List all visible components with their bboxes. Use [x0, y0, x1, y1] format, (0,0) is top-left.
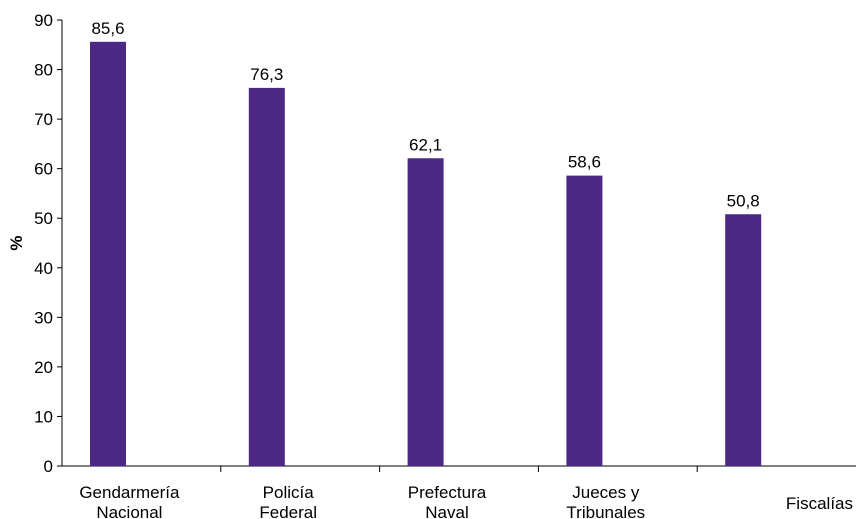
y-tick-label: 10	[34, 407, 53, 426]
data-label: 58,6	[568, 153, 601, 172]
x-tick-label: Prefectura	[408, 483, 487, 502]
bar	[407, 158, 444, 466]
x-tick-label: Fiscalías	[786, 494, 853, 513]
y-axis-label: %	[7, 235, 26, 250]
bar	[90, 41, 126, 466]
y-tick-label: 20	[34, 358, 53, 377]
bar	[248, 87, 285, 466]
y-tick-label: 0	[44, 457, 53, 476]
y-axis: 0 10 20 30 40 50 60 70 80 90	[34, 11, 63, 476]
bar	[725, 214, 762, 466]
y-tick-label: 40	[34, 259, 53, 278]
bar	[566, 175, 603, 467]
x-tick-label: Gendarmería	[79, 483, 180, 502]
x-axis	[62, 465, 856, 472]
y-tick-label: 70	[34, 110, 53, 129]
y-tick-label: 80	[34, 61, 53, 80]
y-tick-label: 50	[34, 209, 53, 228]
x-tick-label: Jueces y	[572, 483, 640, 502]
x-tick-label: Nacional	[96, 503, 162, 519]
y-tick-label: 60	[34, 160, 53, 179]
data-label: 50,8	[727, 191, 760, 210]
y-tick-label: 30	[34, 308, 53, 327]
value-labels: 85,6 76,3 62,1 58,6 50,8	[91, 19, 759, 210]
x-tick-label: Tribunales	[566, 503, 645, 519]
bars	[90, 41, 762, 467]
data-label: 85,6	[91, 19, 124, 38]
x-tick-label: Naval	[425, 503, 468, 519]
y-tick-label: 90	[34, 11, 53, 30]
data-label: 62,1	[409, 135, 442, 154]
x-tick-label: Policía	[263, 483, 315, 502]
x-tick-label: Federal	[259, 503, 317, 519]
data-label: 76,3	[250, 65, 283, 84]
